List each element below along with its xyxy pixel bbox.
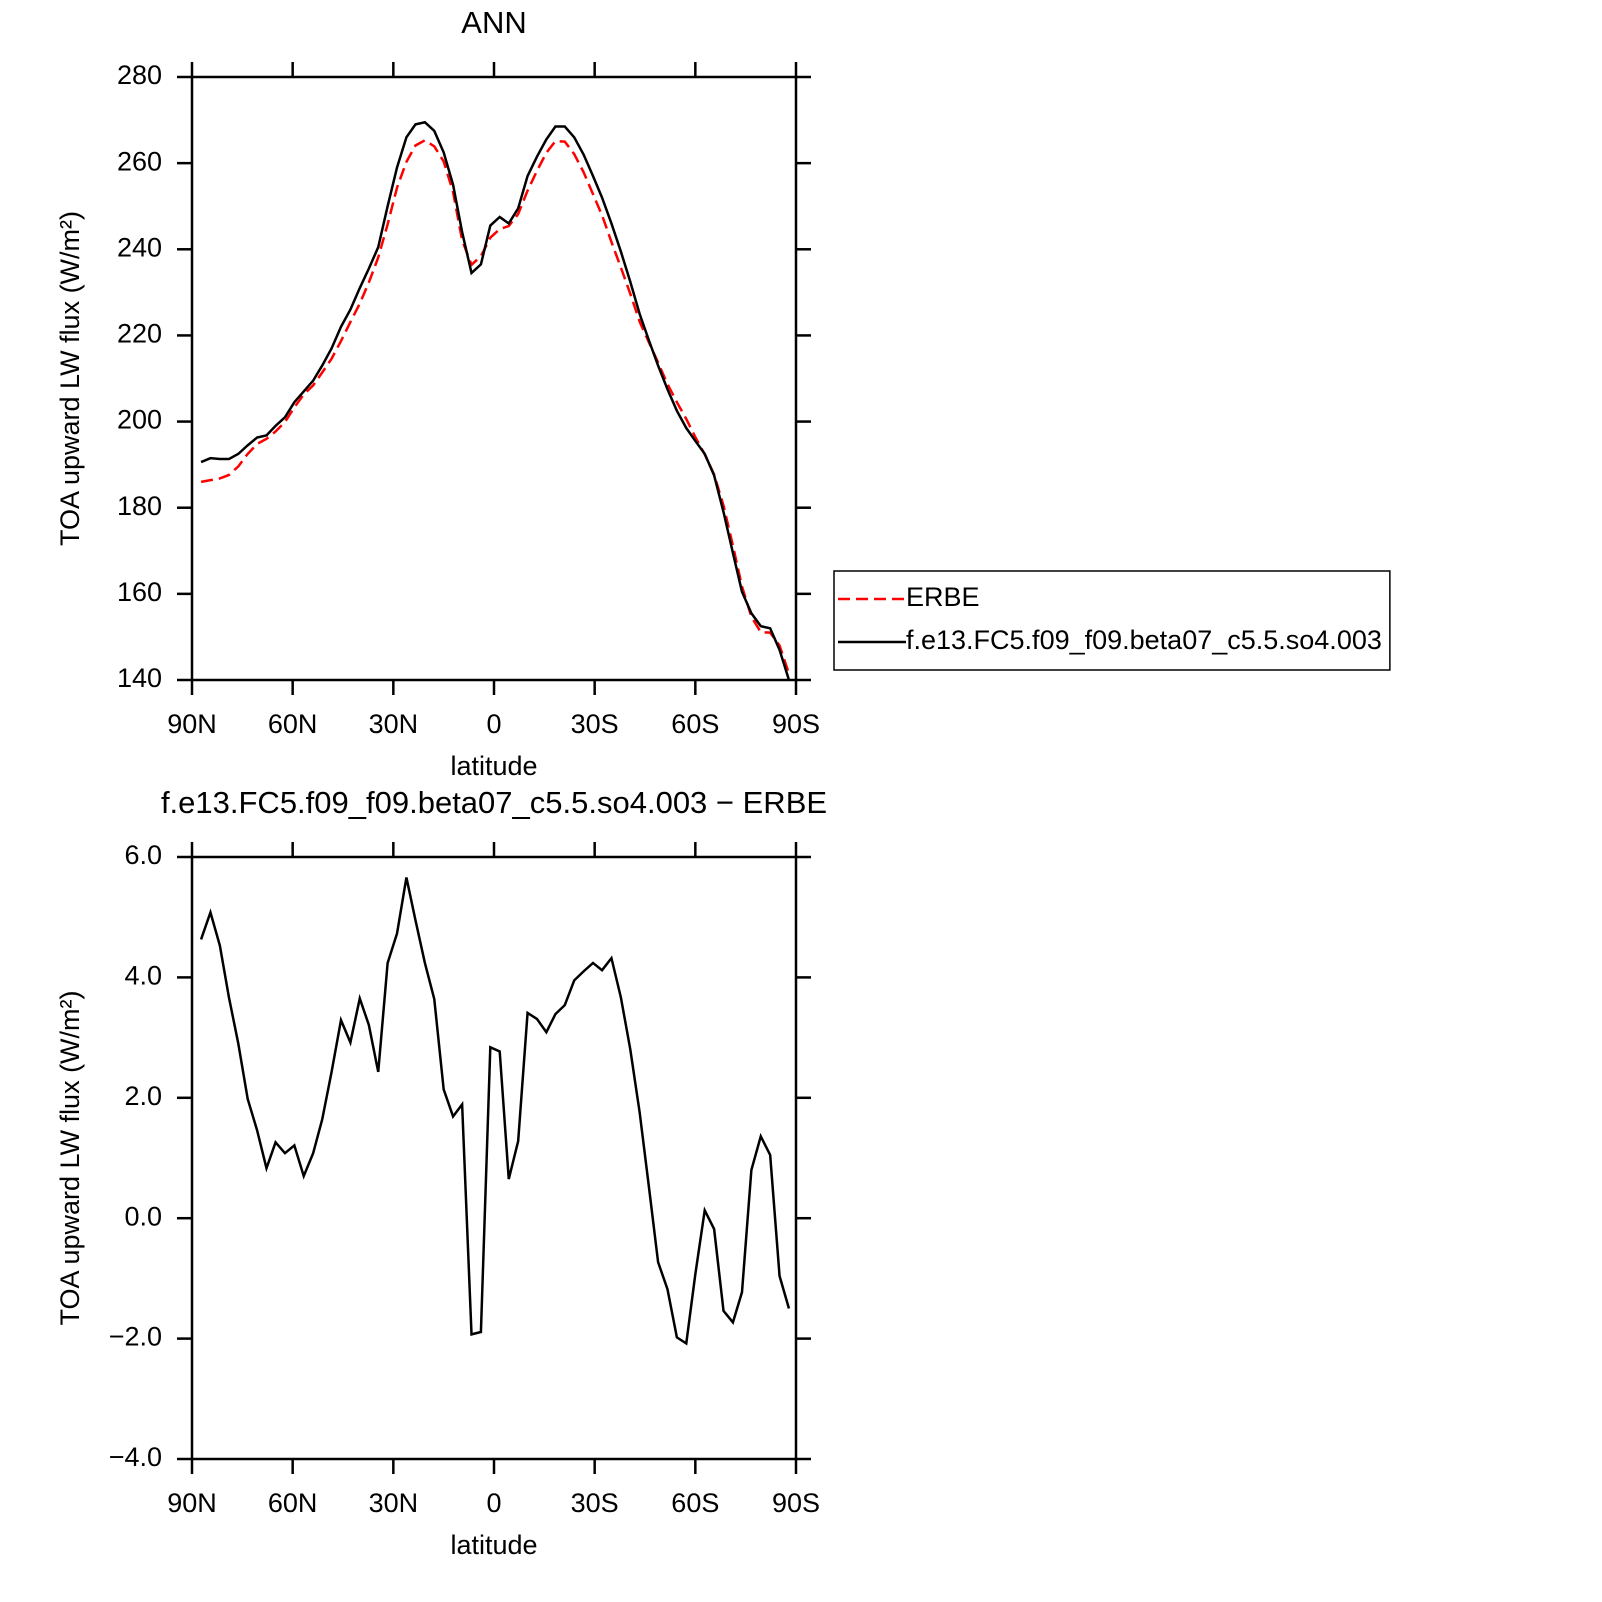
- y-tick-label: 160: [117, 577, 162, 607]
- chart-title: ANN: [461, 5, 526, 40]
- legend-label: ERBE: [906, 582, 980, 612]
- x-tick-label: 60N: [268, 709, 318, 739]
- x-tick-label: 90S: [772, 1488, 820, 1518]
- y-tick-label: 240: [117, 232, 162, 262]
- x-tick-label: 90S: [772, 709, 820, 739]
- data-line: [200, 138, 791, 674]
- x-tick-label: 60S: [671, 709, 719, 739]
- x-tick-label: 60S: [671, 1488, 719, 1518]
- y-tick-label: 0.0: [124, 1201, 162, 1231]
- chart-title: f.e13.FC5.f09_f09.beta07_c5.5.so4.003 − …: [161, 785, 827, 820]
- y-tick-label: −4.0: [109, 1442, 162, 1472]
- y-tick-label: −2.0: [109, 1322, 162, 1352]
- plot-frame: [190, 75, 798, 682]
- y-axis-label: TOA upward LW flux (W/m²): [55, 990, 85, 1325]
- y-tick-label: 220: [117, 319, 162, 349]
- legend-label: f.e13.FC5.f09_f09.beta07_c5.5.so4.003: [906, 625, 1382, 655]
- y-tick-label: 200: [117, 405, 162, 435]
- y-tick-label: 180: [117, 491, 162, 521]
- data-line: [199, 877, 791, 1346]
- x-tick-label: 30N: [369, 1488, 419, 1518]
- x-tick-label: 90N: [167, 709, 217, 739]
- y-tick-label: 260: [117, 146, 162, 176]
- data-line: [200, 120, 791, 681]
- x-axis-label: latitude: [450, 1530, 537, 1560]
- legend-box: [833, 570, 1391, 671]
- x-tick-label: 30S: [571, 709, 619, 739]
- x-tick-label: 60N: [268, 1488, 318, 1518]
- y-tick-label: 4.0: [124, 961, 162, 991]
- x-tick-label: 30S: [571, 1488, 619, 1518]
- x-tick-label: 0: [486, 709, 501, 739]
- legend: ERBE f.e13.FC5.f09_f09.beta07_c5.5.so4.00…: [833, 570, 1391, 671]
- x-tick-label: 0: [486, 1488, 501, 1518]
- x-axis-label: latitude: [450, 751, 537, 781]
- x-tick-label: 90N: [167, 1488, 217, 1518]
- y-tick-label: 6.0: [124, 840, 162, 870]
- y-tick-label: 280: [117, 60, 162, 90]
- y-tick-label: 140: [117, 663, 162, 693]
- x-tick-label: 30N: [369, 709, 419, 739]
- plot-frame: [190, 855, 798, 1461]
- y-axis-label: TOA upward LW flux (W/m²): [55, 211, 85, 546]
- y-tick-label: 2.0: [124, 1081, 162, 1111]
